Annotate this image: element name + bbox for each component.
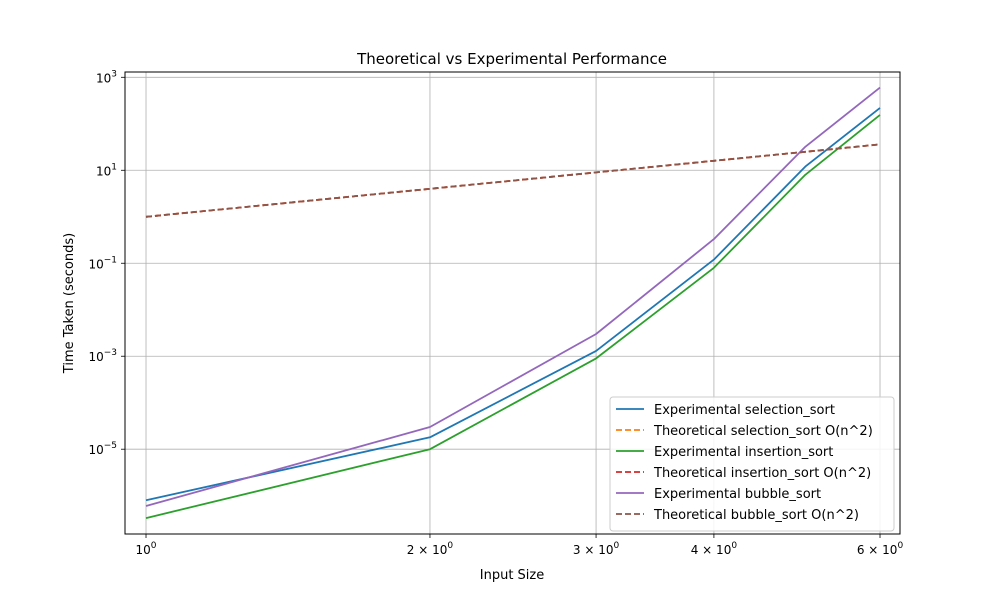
legend-box xyxy=(609,396,895,532)
legend: Experimental selection_sort Theoretical s… xyxy=(609,396,895,532)
x-tick-label: 100 xyxy=(136,541,157,557)
legend-label: Theoretical selection_sort O(n^2) xyxy=(653,424,873,439)
chart-title: Theoretical vs Experimental Performance xyxy=(356,50,667,68)
legend-label: Theoretical bubble_sort O(n^2) xyxy=(653,508,859,523)
series-line-1 xyxy=(145,107,881,502)
y-axis-label: Time Taken (seconds) xyxy=(62,233,77,374)
legend-label: Experimental bubble_sort xyxy=(654,487,821,502)
series-lines xyxy=(145,86,881,519)
x-tick-label: 3 × 100 xyxy=(573,541,620,557)
plot-area-frame xyxy=(124,71,901,535)
y-tick-label: 10−5 xyxy=(88,441,117,457)
axis-ticks: 100 2 × 100 3 × 100 4 × 100 6 × 100 103 101 10−… xyxy=(88,69,903,557)
x-tick-label: 6 × 100 xyxy=(857,541,904,557)
series-line-6 xyxy=(145,143,881,218)
y-tick-label: 103 xyxy=(96,69,117,85)
legend-label: Experimental insertion_sort xyxy=(654,445,833,460)
series-line-3 xyxy=(145,114,881,519)
legend-label: Theoretical insertion_sort O(n^2) xyxy=(653,466,871,481)
legend-label: Experimental selection_sort xyxy=(654,403,835,418)
y-tick-label: 10−3 xyxy=(88,348,117,364)
series-line-5 xyxy=(145,86,881,507)
y-tick-label: 101 xyxy=(96,162,117,178)
x-tick-label: 4 × 100 xyxy=(691,541,738,557)
x-tick-label: 2 × 100 xyxy=(407,541,454,557)
x-axis-label: Input Size xyxy=(480,568,544,583)
y-tick-label: 10−1 xyxy=(88,255,117,271)
